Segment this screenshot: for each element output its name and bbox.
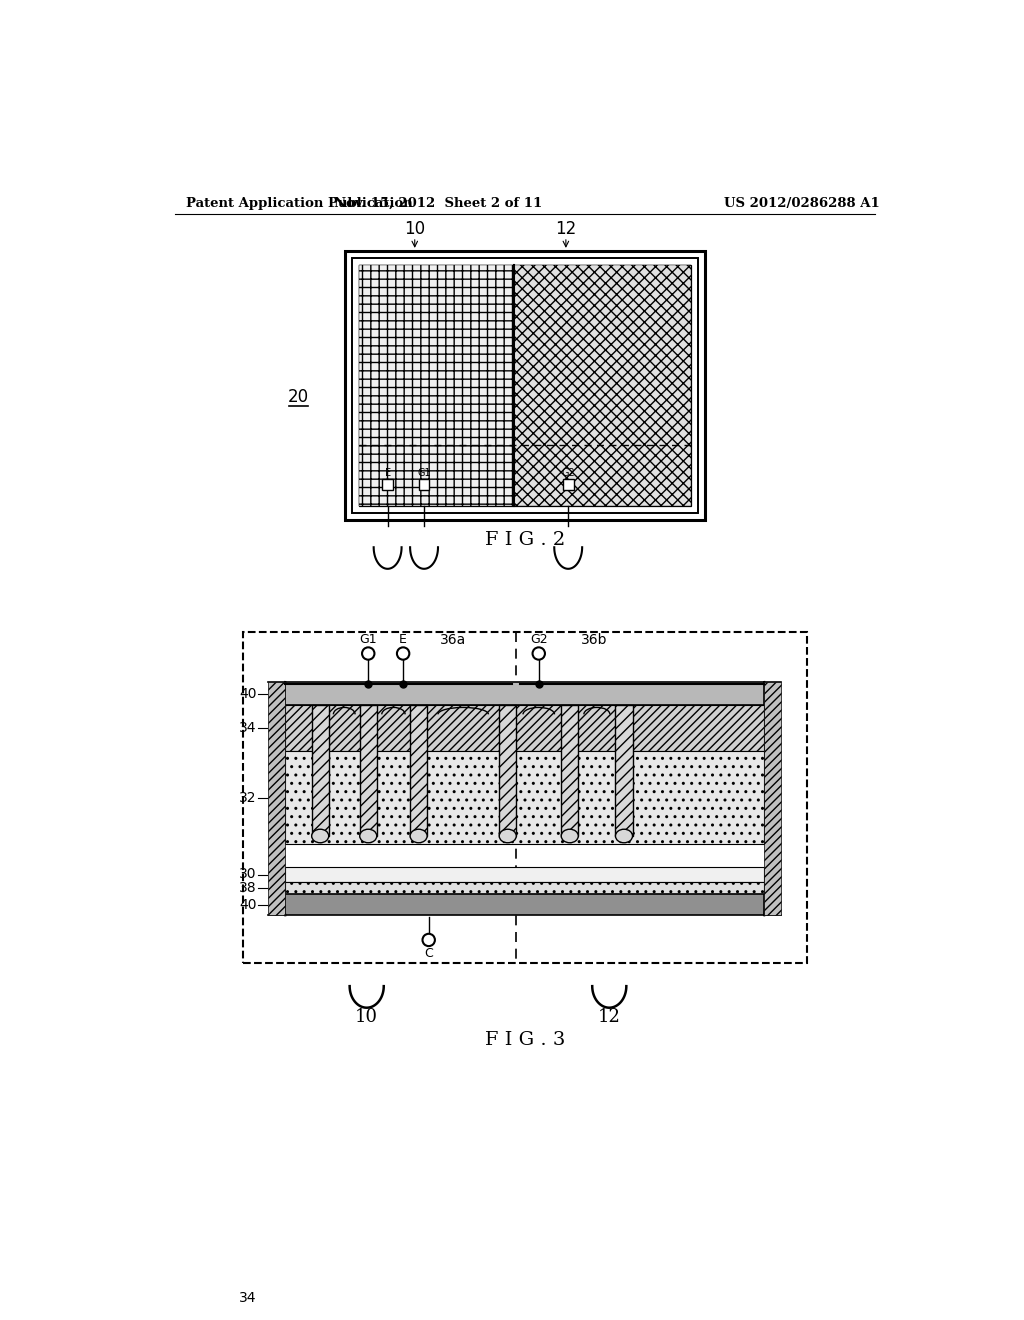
Text: 10: 10	[404, 220, 425, 238]
Circle shape	[397, 647, 410, 660]
Ellipse shape	[359, 829, 377, 842]
Polygon shape	[286, 882, 764, 894]
Bar	[561, 705, 579, 836]
Text: 34: 34	[240, 721, 257, 735]
Bar	[500, 705, 516, 836]
Bar	[563, 479, 573, 490]
Bar	[311, 705, 329, 836]
Polygon shape	[764, 682, 781, 915]
Bar	[419, 479, 429, 490]
Polygon shape	[286, 894, 764, 915]
Circle shape	[423, 933, 435, 946]
Bar	[615, 705, 633, 836]
Bar	[243, 632, 807, 964]
Bar	[359, 264, 691, 507]
Text: 40: 40	[240, 686, 257, 701]
Bar	[514, 264, 691, 507]
Text: US 2012/0286288 A1: US 2012/0286288 A1	[724, 197, 880, 210]
Polygon shape	[286, 867, 764, 882]
Text: 36a: 36a	[440, 632, 467, 647]
Text: Nov. 15, 2012  Sheet 2 of 11: Nov. 15, 2012 Sheet 2 of 11	[334, 197, 542, 210]
Circle shape	[532, 647, 545, 660]
Text: G1: G1	[359, 634, 377, 647]
Text: 38: 38	[239, 880, 257, 895]
Text: E: E	[399, 634, 408, 647]
Text: G1: G1	[417, 467, 431, 478]
Circle shape	[362, 647, 375, 660]
Polygon shape	[286, 751, 764, 843]
Ellipse shape	[561, 829, 579, 842]
Bar	[352, 257, 698, 513]
Text: 30: 30	[240, 867, 257, 882]
Ellipse shape	[410, 829, 427, 842]
Polygon shape	[286, 705, 764, 751]
Ellipse shape	[311, 829, 329, 842]
Text: F I G . 2: F I G . 2	[484, 531, 565, 549]
Text: 10: 10	[355, 1008, 378, 1026]
Ellipse shape	[615, 829, 633, 842]
Bar	[359, 264, 514, 507]
Bar	[410, 705, 427, 836]
Text: G2: G2	[561, 467, 575, 478]
Ellipse shape	[500, 829, 516, 842]
Text: E: E	[385, 467, 391, 478]
Bar	[382, 479, 393, 490]
Text: G2: G2	[530, 634, 548, 647]
Text: C: C	[424, 948, 433, 961]
Bar	[345, 251, 706, 520]
Polygon shape	[268, 682, 286, 915]
Text: 36b: 36b	[581, 632, 607, 647]
Polygon shape	[286, 682, 764, 705]
Text: 12: 12	[598, 1008, 621, 1026]
Text: 40: 40	[240, 898, 257, 912]
Text: 12: 12	[555, 220, 577, 238]
Text: 34: 34	[240, 1291, 257, 1305]
Text: Patent Application Publication: Patent Application Publication	[186, 197, 413, 210]
Text: 32: 32	[240, 791, 257, 804]
Text: 20: 20	[288, 388, 309, 407]
Bar	[359, 705, 377, 836]
Text: F I G . 3: F I G . 3	[484, 1031, 565, 1049]
